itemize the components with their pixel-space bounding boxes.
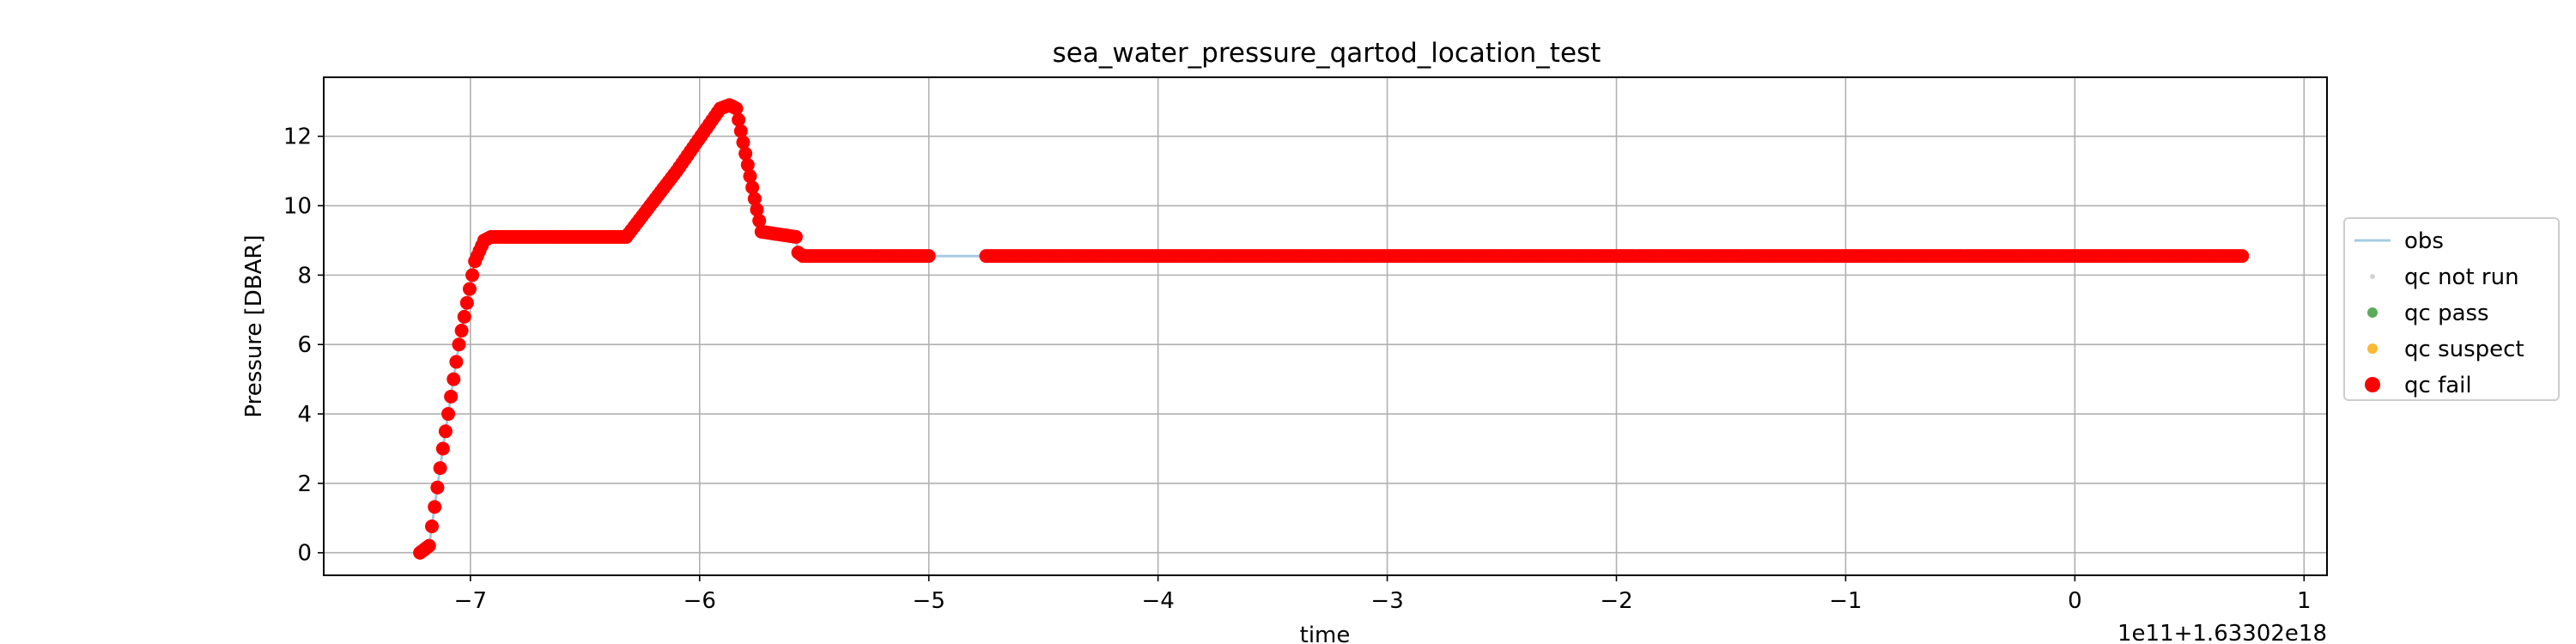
y-axis-label: Pressure [DBAR] xyxy=(241,234,267,417)
qc-fail-point xyxy=(465,268,480,283)
x-tick-label: −2 xyxy=(1600,588,1632,614)
qc-fail-point xyxy=(430,480,445,495)
qc-fail-point xyxy=(422,538,436,553)
legend-swatch-qc-pass xyxy=(2367,307,2378,318)
qc-fail-point xyxy=(462,282,477,296)
qc-fail-point xyxy=(732,112,746,127)
qc-fail-point xyxy=(738,146,753,161)
x-axis-offset-text: 1e11+1.63302e18 xyxy=(2117,621,2327,644)
y-tick-label: 2 xyxy=(297,471,312,497)
qc-fail-point xyxy=(428,500,442,514)
qc-fail-point xyxy=(729,101,744,116)
plot-frame xyxy=(323,76,2328,576)
qc-fail-point xyxy=(747,191,762,206)
x-tick-label: −1 xyxy=(1829,588,1862,614)
chart-title: sea_water_pressure_qartod_location_test xyxy=(1053,38,1601,69)
qc-fail-point xyxy=(435,441,450,456)
qc-fail-point xyxy=(447,372,461,386)
plot-data xyxy=(413,98,2250,560)
qc-fail-point xyxy=(452,337,466,352)
y-tick-label: 8 xyxy=(297,263,312,289)
x-axis-label: time xyxy=(1300,623,1351,644)
y-tick-label: 4 xyxy=(297,402,312,428)
qc-fail-point xyxy=(449,355,464,369)
qc-fail-point xyxy=(444,389,459,404)
legend-label-obs: obs xyxy=(2404,228,2444,254)
qc-fail-point xyxy=(459,295,474,310)
x-tick-label: −6 xyxy=(683,588,716,614)
grid xyxy=(324,77,2327,575)
legend-swatch-qc-fail xyxy=(2365,377,2380,392)
qc-fail-point xyxy=(736,135,750,149)
x-tick-label: −4 xyxy=(1141,588,1174,614)
qc-fail-point xyxy=(2235,249,2250,264)
legend-label-qc-pass: qc pass xyxy=(2404,301,2489,326)
qc-fail-point xyxy=(424,519,439,534)
x-tick-label: 1 xyxy=(2297,588,2312,614)
x-tick-label: −3 xyxy=(1370,588,1403,614)
qc-fail-point xyxy=(733,124,748,138)
qc-fail-point xyxy=(454,324,469,338)
legend: obs qc not run qc pass qc suspect qc fail xyxy=(2343,217,2560,401)
y-tick-label: 10 xyxy=(283,194,312,220)
y-tick-label: 6 xyxy=(297,332,312,358)
qc-fail-point xyxy=(752,214,767,228)
qc-fail-point xyxy=(433,461,447,476)
x-tick-label: 0 xyxy=(2068,588,2082,614)
y-tick-label: 12 xyxy=(283,125,312,150)
qc-fail-point xyxy=(745,180,760,195)
qc-fail-point xyxy=(438,424,453,439)
qc-fail-point xyxy=(743,169,757,184)
qc-fail-point xyxy=(750,203,764,217)
legend-swatch-qc-suspect xyxy=(2367,343,2378,354)
legend-label-qc-not-run: qc not run xyxy=(2404,264,2519,290)
qc-fail-point xyxy=(441,407,456,422)
legend-label-qc-suspect: qc suspect xyxy=(2404,337,2524,362)
legend-label-qc-fail: qc fail xyxy=(2404,373,2472,398)
legend-swatch-qc-not-run xyxy=(2370,274,2375,279)
qc-fail-point xyxy=(788,229,803,244)
x-tick-label: −7 xyxy=(454,588,487,614)
y-tick-label: 0 xyxy=(297,541,312,567)
x-tick-label: −5 xyxy=(913,588,945,614)
qc-fail-point xyxy=(740,158,755,173)
legend-box xyxy=(2343,217,2560,401)
qc-fail-point xyxy=(457,309,471,324)
qc-fail-point xyxy=(921,249,936,264)
